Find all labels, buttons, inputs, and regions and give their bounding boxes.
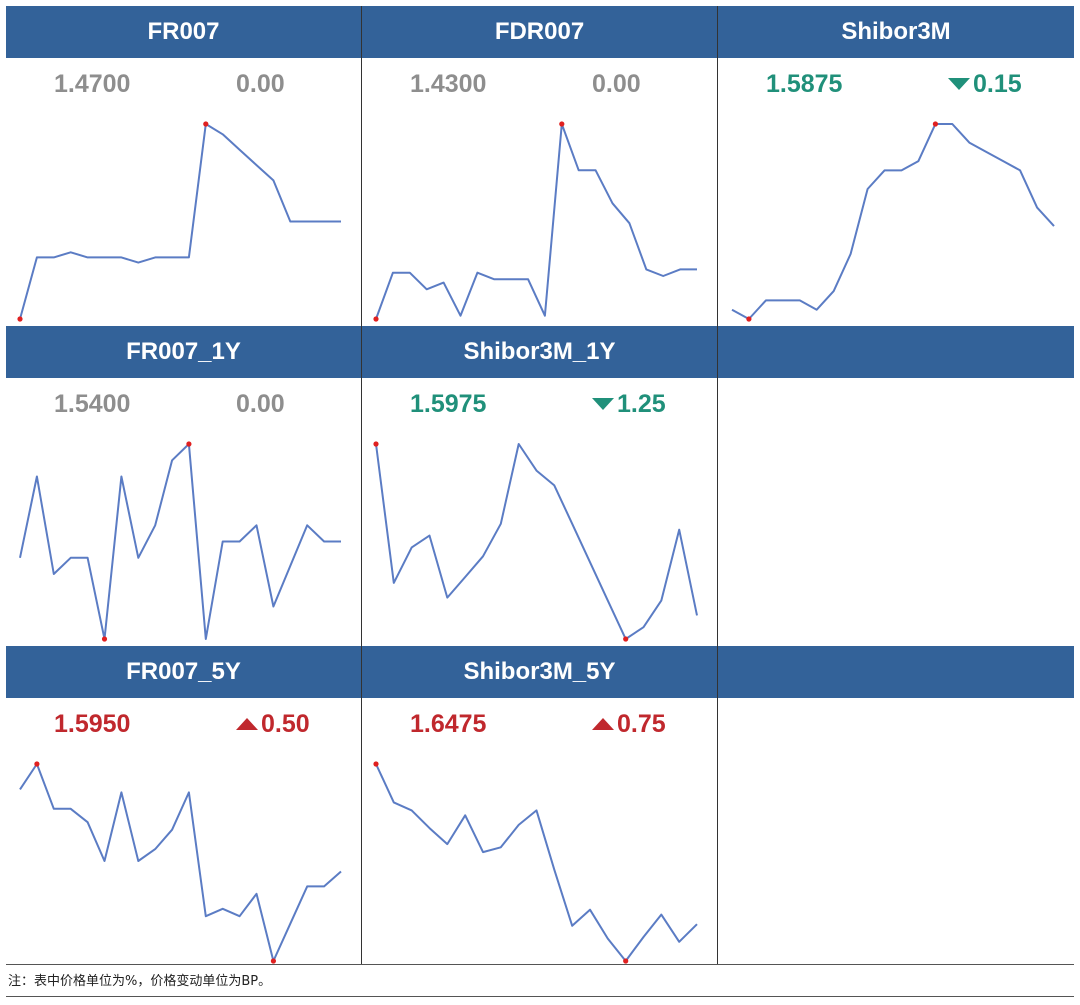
change-value: 0.15 xyxy=(948,70,1022,98)
up-triangle-icon xyxy=(236,718,258,730)
change-text: 0.50 xyxy=(261,710,310,738)
market-grid: FR007 FDR007 Shibor3M FR007_1Y Shibor3M_1Y FR… xyxy=(6,6,1074,965)
change-value: 0.00 xyxy=(236,390,285,418)
extreme-point-marker xyxy=(373,761,379,767)
price-value: 1.5400 xyxy=(54,390,131,418)
change-text: 0.00 xyxy=(592,70,641,98)
price-value: 1.6475 xyxy=(410,710,487,738)
price-value: 1.5975 xyxy=(410,390,487,418)
series-line xyxy=(19,763,342,962)
panel-body: 1.5400 0.00 xyxy=(6,378,361,643)
sparkline-chart xyxy=(373,441,698,642)
change-text: 0.00 xyxy=(236,390,285,418)
sparkline-chart xyxy=(373,761,698,964)
change-text: 0.00 xyxy=(236,70,285,98)
up-triangle-icon xyxy=(592,718,614,730)
series-line xyxy=(375,763,698,962)
change-text: 1.25 xyxy=(617,390,666,418)
panel-title: FR007_5Y xyxy=(6,646,361,698)
extreme-point-marker xyxy=(203,121,209,127)
panel-body: 1.4700 0.00 xyxy=(6,58,361,323)
panel-body: 1.5950 0.50 xyxy=(6,698,361,965)
extreme-point-marker xyxy=(101,636,108,642)
series-line xyxy=(19,123,341,320)
series-line xyxy=(19,443,341,640)
extreme-point-marker xyxy=(746,316,752,322)
sparkline-chart xyxy=(17,121,341,322)
extreme-point-marker xyxy=(270,958,276,964)
sparkline-chart xyxy=(373,121,697,322)
panel-title: Shibor3M_5Y xyxy=(362,646,717,698)
change-value: 0.75 xyxy=(592,710,666,738)
panel-body: 1.5975 1.25 xyxy=(362,378,717,643)
footnote-rule-bottom xyxy=(6,996,1074,997)
price-value: 1.5875 xyxy=(766,70,843,98)
extreme-point-marker xyxy=(623,636,629,642)
panel-title: Shibor3M xyxy=(718,6,1074,58)
sparkline-chart xyxy=(19,761,342,964)
price-value: 1.4300 xyxy=(410,70,487,98)
extreme-point-marker xyxy=(623,958,629,964)
change-text: 0.75 xyxy=(617,710,666,738)
panel-body: 1.6475 0.75 xyxy=(362,698,717,965)
panel-title: Shibor3M_1Y xyxy=(362,326,717,378)
extreme-point-marker xyxy=(559,121,565,127)
down-triangle-icon xyxy=(592,398,614,410)
empty-header xyxy=(718,646,1074,698)
change-value: 0.00 xyxy=(236,70,285,98)
series-line xyxy=(731,123,1055,320)
change-value: 0.00 xyxy=(592,70,641,98)
footnote-rule-top xyxy=(6,964,1074,965)
change-text: 0.15 xyxy=(973,70,1022,98)
series-line xyxy=(375,123,697,320)
panel-body: 1.4300 0.00 xyxy=(362,58,717,323)
sparkline-chart xyxy=(19,441,341,642)
extreme-point-marker xyxy=(373,441,379,447)
panel-body: 1.5875 0.15 xyxy=(718,58,1074,323)
panel-title: FDR007 xyxy=(362,6,717,58)
price-value: 1.4700 xyxy=(54,70,131,98)
extreme-point-marker xyxy=(34,761,40,767)
column-divider xyxy=(361,6,362,965)
series-line xyxy=(375,443,698,640)
extreme-point-marker xyxy=(373,316,379,322)
sparkline-chart xyxy=(731,121,1055,322)
extreme-point-marker xyxy=(932,121,938,127)
footnote: 注：表中价格单位为%，价格变动单位为BP。 xyxy=(8,974,272,989)
empty-header xyxy=(718,326,1074,378)
panel-title: FR007 xyxy=(6,6,361,58)
price-value: 1.5950 xyxy=(54,710,131,738)
change-value: 1.25 xyxy=(592,390,666,418)
down-triangle-icon xyxy=(948,78,970,90)
panel-title: FR007_1Y xyxy=(6,326,361,378)
extreme-point-marker xyxy=(186,441,192,447)
change-value: 0.50 xyxy=(236,710,310,738)
column-divider xyxy=(717,6,718,965)
extreme-point-marker xyxy=(17,316,23,322)
